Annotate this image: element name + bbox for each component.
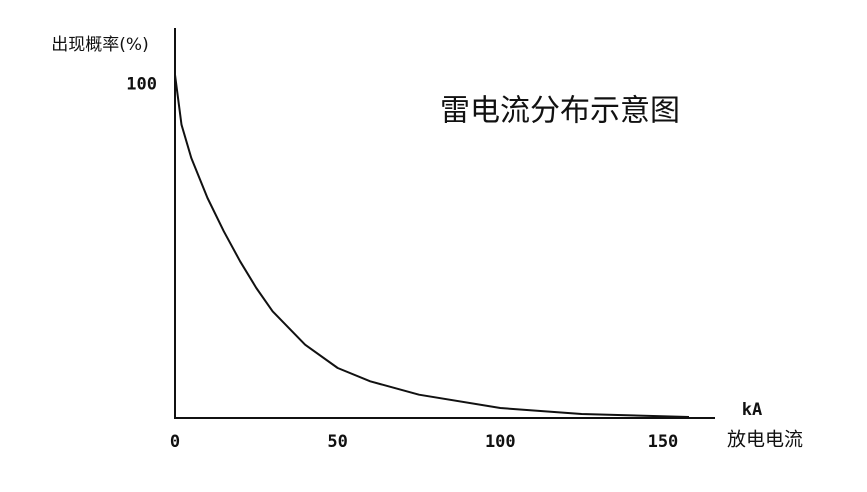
chart-title: 雷电流分布示意图 — [440, 94, 680, 129]
x-axis-label: 放电电流 — [727, 429, 803, 451]
x-tick-label: 150 — [648, 432, 679, 452]
curve — [174, 74, 690, 418]
x-tick-label: 100 — [485, 432, 516, 452]
x-axis-unit: kA — [742, 400, 762, 420]
y-axis-label: 出现概率(%) — [51, 35, 148, 55]
x-tick-label: 50 — [327, 432, 347, 452]
y-tick-label: 100 — [126, 75, 157, 95]
x-tick-label: 0 — [170, 432, 180, 452]
